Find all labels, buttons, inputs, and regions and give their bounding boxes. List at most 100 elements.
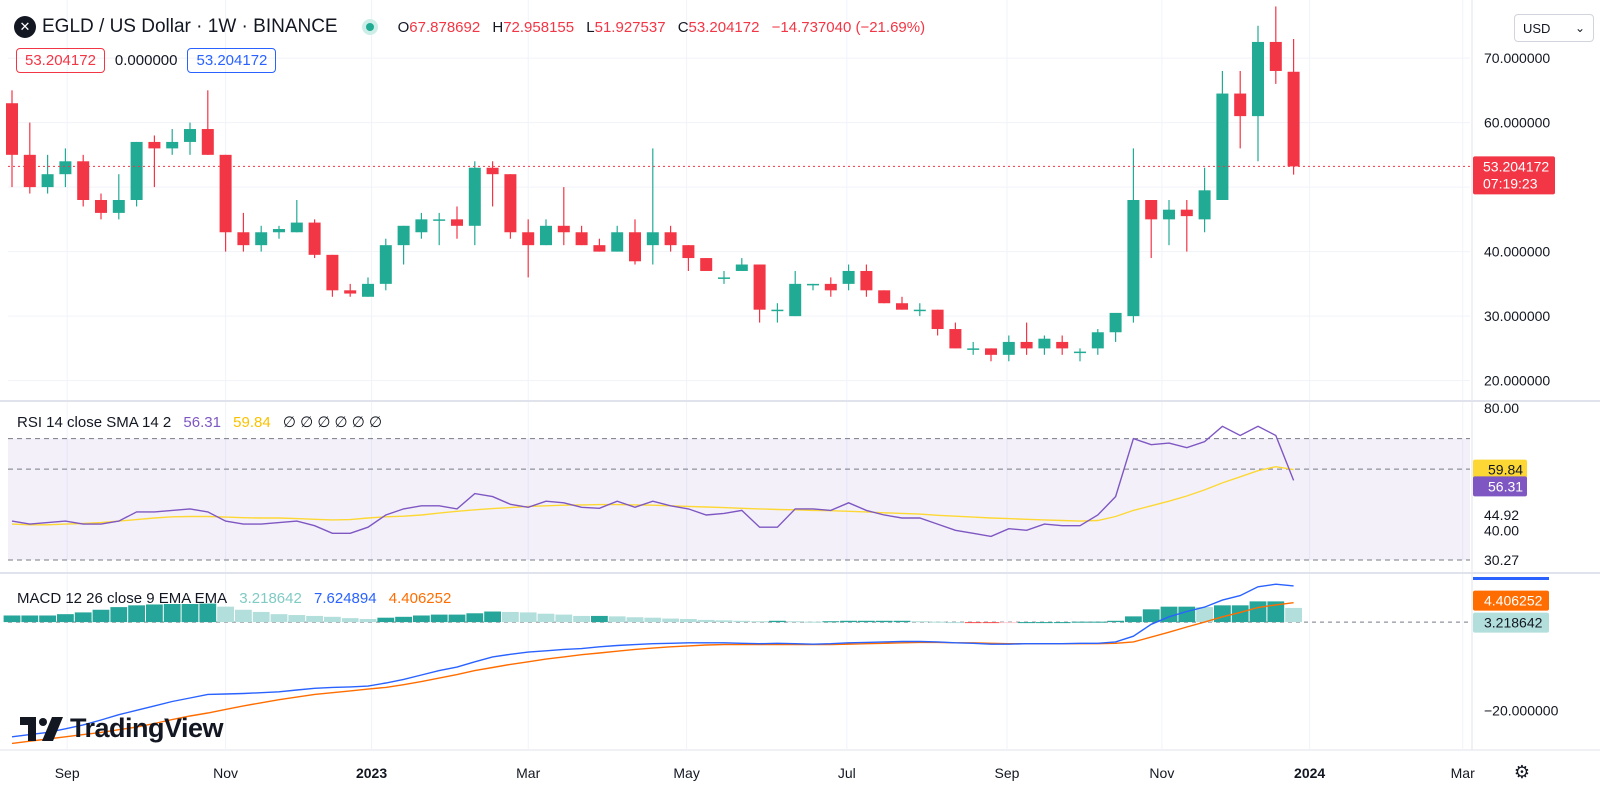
candle-body	[611, 232, 624, 252]
macd-histogram-bar	[199, 603, 217, 623]
candle-body	[1198, 190, 1211, 220]
macd-legend[interactable]: MACD 12 26 close 9 EMA EMA 3.218642 7.62…	[17, 590, 459, 607]
bar-countdown-label: 07:19:23	[1483, 175, 1538, 191]
candle-body	[753, 264, 766, 310]
currency-select[interactable]: USD ⌄	[1514, 14, 1594, 42]
macd-histogram-bar	[235, 609, 252, 623]
macd-signal-badge	[1473, 590, 1549, 611]
candle-body	[112, 200, 125, 213]
tradingview-logo[interactable]: TradingView	[20, 713, 224, 744]
macd-histogram-bar	[74, 612, 92, 623]
currency-label: USD	[1523, 20, 1551, 36]
macd-histogram-bar	[1018, 622, 1035, 624]
rsi-sma-legend-value: 59.84	[233, 414, 271, 431]
macd-histogram-bar	[92, 609, 110, 623]
macd-histogram-bar	[377, 617, 395, 623]
buy-button[interactable]: 53.204172	[187, 48, 277, 73]
macd-histogram-bar	[751, 621, 768, 623]
macd-legend-title: MACD 12 26 close 9 EMA EMA	[17, 590, 228, 607]
candle-body	[255, 232, 268, 246]
macd-line	[11, 583, 1294, 738]
candle-body	[308, 222, 321, 255]
candle-body	[771, 309, 784, 312]
price-axis-label: 20.000000	[1484, 373, 1550, 389]
candle-body	[735, 264, 748, 271]
candle-body	[664, 232, 677, 246]
macd-histogram-bar	[163, 604, 181, 623]
price-axis-label: 70.000000	[1484, 50, 1550, 66]
macd-histogram-bar	[1196, 607, 1213, 623]
settings-gear-icon[interactable]: ⚙	[1513, 761, 1531, 782]
tradingview-logo-icon	[20, 716, 63, 741]
candle-body	[985, 348, 997, 355]
candle-body	[878, 290, 891, 304]
macd-value-marker	[1473, 577, 1549, 580]
macd-histogram-bar	[591, 615, 608, 623]
macd-histogram-bar	[1178, 606, 1196, 623]
candle-body	[41, 174, 54, 188]
macd-histogram-bar	[3, 615, 21, 623]
candle-body	[468, 167, 481, 226]
macd-histogram-bar	[1142, 609, 1160, 623]
price-change: −14.737040 (−21.69%)	[771, 18, 926, 36]
macd-histogram-bar	[502, 611, 519, 623]
macd-histogram-bar	[1231, 605, 1249, 623]
candle-body	[166, 141, 179, 149]
current-price-badge	[1473, 156, 1555, 195]
macd-signal-badge-label: 4.406252	[1484, 593, 1543, 609]
sell-button[interactable]: 53.204172	[16, 48, 105, 73]
candle-body	[362, 283, 374, 297]
rsi-axis-label: 80.00	[1484, 400, 1519, 416]
candle-body	[1002, 341, 1015, 355]
macd-histogram-bar	[911, 621, 929, 623]
candle-body	[860, 270, 873, 291]
macd-histogram-bar	[146, 604, 163, 623]
macd-histogram-bar	[964, 622, 982, 624]
macd-histogram-bar	[893, 620, 911, 623]
candle-body	[646, 232, 659, 246]
macd-histogram-bar	[519, 612, 537, 623]
current-price-label: 53.204172	[1483, 158, 1549, 174]
candle-body	[1145, 200, 1158, 220]
rsi-legend[interactable]: RSI 14 close SMA 14 2 56.31 59.84 ∅ ∅ ∅ …	[17, 413, 390, 431]
candle-body	[379, 245, 392, 284]
candle-body	[1287, 71, 1300, 167]
candle-body	[23, 154, 36, 188]
macd-histogram-bar	[947, 622, 964, 624]
candle-body	[629, 232, 641, 262]
macd-legend-value: 7.624894	[314, 590, 377, 607]
symbol-title[interactable]: EGLD / US Dollar · 1W · BINANCE	[42, 16, 338, 37]
macd-histogram-bar	[733, 620, 751, 623]
rsi-sma-line	[11, 465, 1294, 526]
spread-value: 0.000000	[114, 52, 178, 69]
rsi-sma-badge	[1473, 459, 1527, 480]
candle-body	[842, 270, 855, 284]
candle-body	[1234, 93, 1247, 117]
candle-body	[1127, 200, 1140, 317]
bid-ask-boxes: 53.204172 0.000000 53.204172	[16, 48, 277, 73]
candle-body	[451, 219, 463, 226]
macd-histogram-bar	[1267, 601, 1285, 623]
macd-hist-badge	[1473, 612, 1549, 633]
macd-histogram-bar	[769, 620, 786, 623]
market-status-icon[interactable]	[361, 19, 378, 35]
ohlc-values: O67.878692 H72.958155 L51.927537 C53.204…	[397, 18, 926, 36]
macd-histogram-bar	[395, 616, 412, 623]
macd-histogram-bar	[1053, 622, 1071, 624]
rsi-badge	[1473, 476, 1527, 497]
candle-body	[896, 303, 908, 310]
candle-body	[1020, 341, 1033, 349]
chevron-down-icon: ⌄	[1574, 21, 1585, 35]
macd-histogram-bar	[181, 604, 199, 623]
candle-body	[344, 290, 357, 294]
macd-histogram-bar	[608, 616, 626, 623]
macd-histogram-bar	[840, 620, 857, 623]
candle-body	[557, 225, 570, 233]
rsi-band-background	[8, 438, 1470, 560]
x-axis-tick-label: Jul	[838, 765, 856, 781]
candle-body	[397, 225, 410, 246]
rsi-legend-title: RSI 14 close SMA 14 2	[17, 414, 172, 431]
macd-histogram-bar	[324, 616, 341, 623]
rsi-axis-label: 30.27	[1484, 552, 1519, 568]
